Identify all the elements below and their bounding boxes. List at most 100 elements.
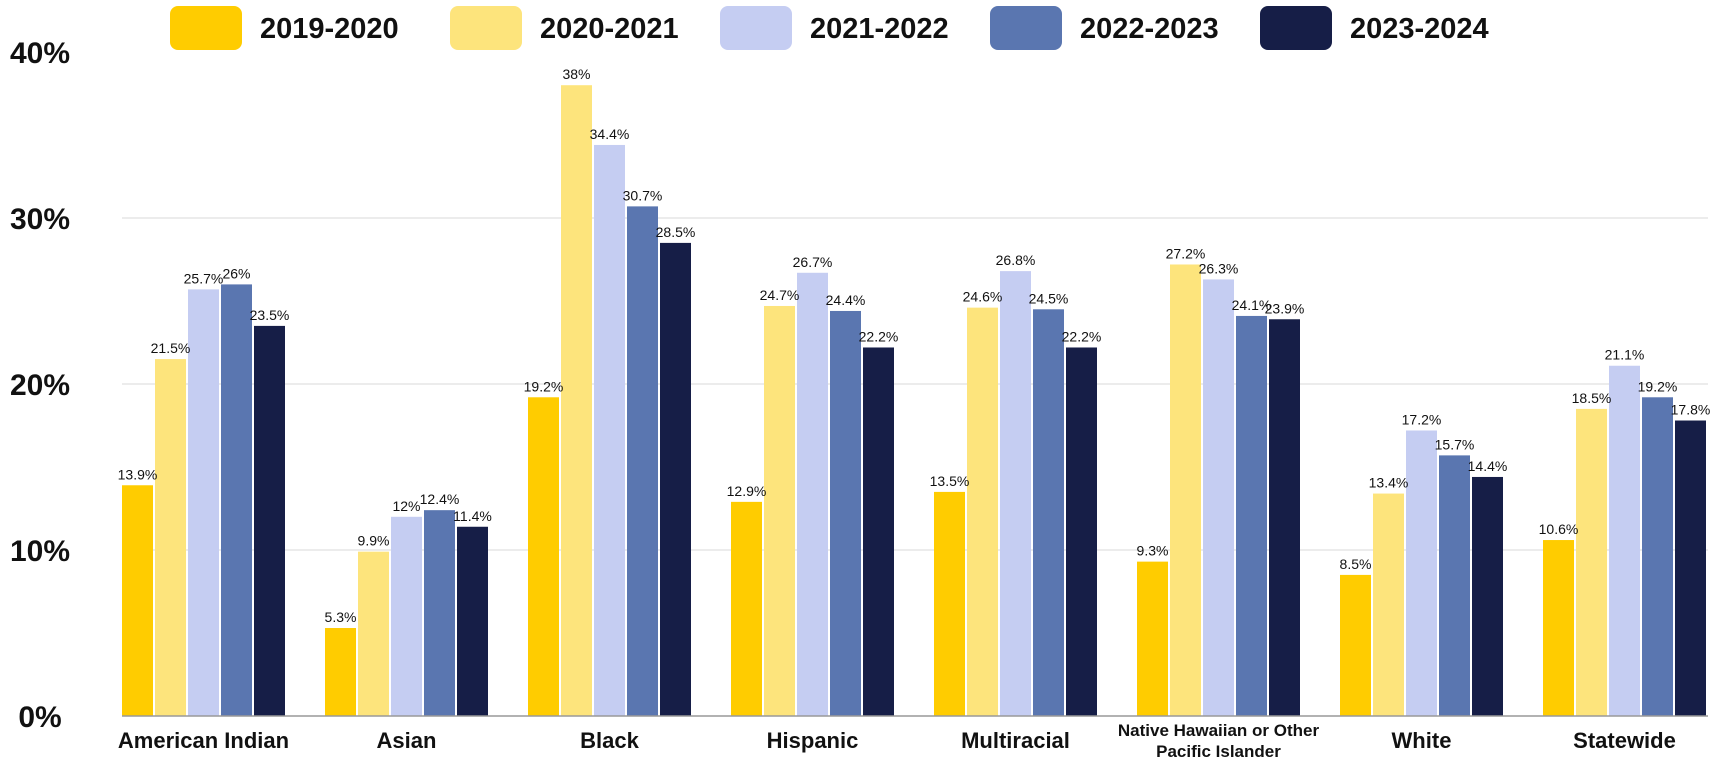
- data-label: 5.3%: [325, 609, 357, 625]
- category-label: Native Hawaiian or Other Pacific Islander: [1118, 721, 1320, 761]
- bar: [1066, 347, 1097, 716]
- data-label: 26.7%: [793, 254, 833, 270]
- legend-swatch: [1260, 6, 1332, 50]
- category-label: American Indian: [118, 728, 289, 753]
- gridlines: [122, 217, 1708, 551]
- bar: [1642, 397, 1673, 716]
- category-label: Statewide: [1573, 728, 1676, 753]
- category-label: White: [1392, 728, 1452, 753]
- bar: [424, 510, 455, 716]
- bar: [1675, 420, 1706, 716]
- data-label: 15.7%: [1435, 436, 1475, 452]
- y-tick-label: 20%: [10, 369, 70, 402]
- category-label: Hispanic: [767, 728, 859, 753]
- data-label: 24.1%: [1232, 297, 1272, 313]
- legend-label: 2023-2024: [1350, 13, 1489, 45]
- legend-swatch: [720, 6, 792, 50]
- bar: [863, 347, 894, 716]
- category-label: Multiracial: [961, 728, 1070, 753]
- data-label: 27.2%: [1166, 245, 1206, 261]
- bar: [1340, 574, 1371, 716]
- data-label: 21.1%: [1605, 347, 1645, 363]
- bar: [358, 551, 389, 716]
- value-labels: 13.9%21.5%25.7% 26%23.5%5.3%9.9%12% 12.4%1…: [118, 66, 1711, 625]
- x-axis-categories: American Indian Asian Black Hispanic Multira…: [118, 721, 1676, 761]
- bar: [457, 526, 488, 716]
- bar: [731, 501, 762, 716]
- data-label: 13.4%: [1369, 475, 1409, 491]
- data-label: 25.7%: [184, 270, 224, 286]
- bar: [830, 310, 861, 716]
- legend-label: 2021-2022: [810, 13, 949, 45]
- bar: [934, 491, 965, 716]
- category-label: Asian: [377, 728, 437, 753]
- bar: [1543, 540, 1574, 716]
- data-label: 14.4%: [1468, 458, 1508, 474]
- bar: [528, 397, 559, 716]
- data-label: 22.2%: [1062, 328, 1102, 344]
- bar: [221, 284, 252, 716]
- data-label: 13.5%: [930, 473, 970, 489]
- data-label: 9.9%: [358, 533, 390, 549]
- bar: [1170, 264, 1201, 716]
- data-label: 23.5%: [250, 307, 290, 323]
- bar: [1000, 271, 1031, 716]
- data-label: 13.9%: [118, 466, 158, 482]
- data-label: 11.4%: [453, 508, 492, 524]
- data-label: 17.2%: [1402, 411, 1442, 427]
- y-tick-label: 40%: [10, 37, 70, 70]
- data-label: 12%: [392, 498, 420, 514]
- data-label: 26.3%: [1199, 260, 1239, 276]
- bar: [1373, 493, 1404, 716]
- data-label: 26.8%: [996, 252, 1036, 268]
- data-label: 28.5%: [656, 224, 696, 240]
- legend-swatch: [170, 6, 242, 50]
- bar: [1033, 309, 1064, 716]
- bar: [1439, 455, 1470, 716]
- bar: [967, 307, 998, 716]
- y-tick-label: 0%: [18, 701, 61, 734]
- data-label: 19.2%: [1638, 378, 1678, 394]
- data-label: 18.5%: [1572, 390, 1612, 406]
- bar: [594, 144, 625, 716]
- bar: [764, 305, 795, 716]
- data-label: 24.5%: [1029, 290, 1069, 306]
- bar: [1472, 476, 1503, 716]
- bar: [660, 242, 691, 716]
- legend-label: 2020-2021: [540, 13, 679, 45]
- bar: [1406, 430, 1437, 716]
- data-label: 9.3%: [1137, 543, 1169, 559]
- legend-swatch: [450, 6, 522, 50]
- data-label: 23.9%: [1265, 300, 1305, 316]
- y-tick-label: 10%: [10, 535, 70, 568]
- data-label: 38%: [562, 66, 590, 82]
- y-axis-ticks: 0% 10% 20% 30% 40%: [10, 37, 70, 734]
- legend-label: 2019-2020: [260, 13, 399, 45]
- bar: [122, 485, 153, 716]
- data-label: 24.4%: [826, 292, 866, 308]
- bar: [797, 272, 828, 716]
- bar: [254, 325, 285, 716]
- bar: [1203, 279, 1234, 716]
- data-label: 19.2%: [524, 378, 564, 394]
- bar: [325, 628, 356, 716]
- bar: [1576, 408, 1607, 716]
- legend-label: 2022-2023: [1080, 13, 1219, 45]
- bar: [627, 206, 658, 716]
- data-label: 8.5%: [1340, 556, 1372, 572]
- bar: [1236, 315, 1267, 716]
- data-label: 26%: [222, 265, 250, 281]
- legend: 2019-2020 2020-2021 2021-2022 2022-2023 2023…: [170, 6, 1489, 50]
- y-tick-label: 30%: [10, 203, 70, 236]
- data-label: 30.7%: [623, 187, 663, 203]
- bar: [1269, 319, 1300, 716]
- data-label: 10.6%: [1539, 521, 1579, 537]
- data-label: 24.6%: [963, 289, 1003, 305]
- bar: [1609, 365, 1640, 716]
- bars: [122, 85, 1706, 716]
- data-label: 17.8%: [1671, 402, 1711, 418]
- data-label: 34.4%: [590, 126, 630, 142]
- bar: [155, 359, 186, 716]
- legend-swatch: [990, 6, 1062, 50]
